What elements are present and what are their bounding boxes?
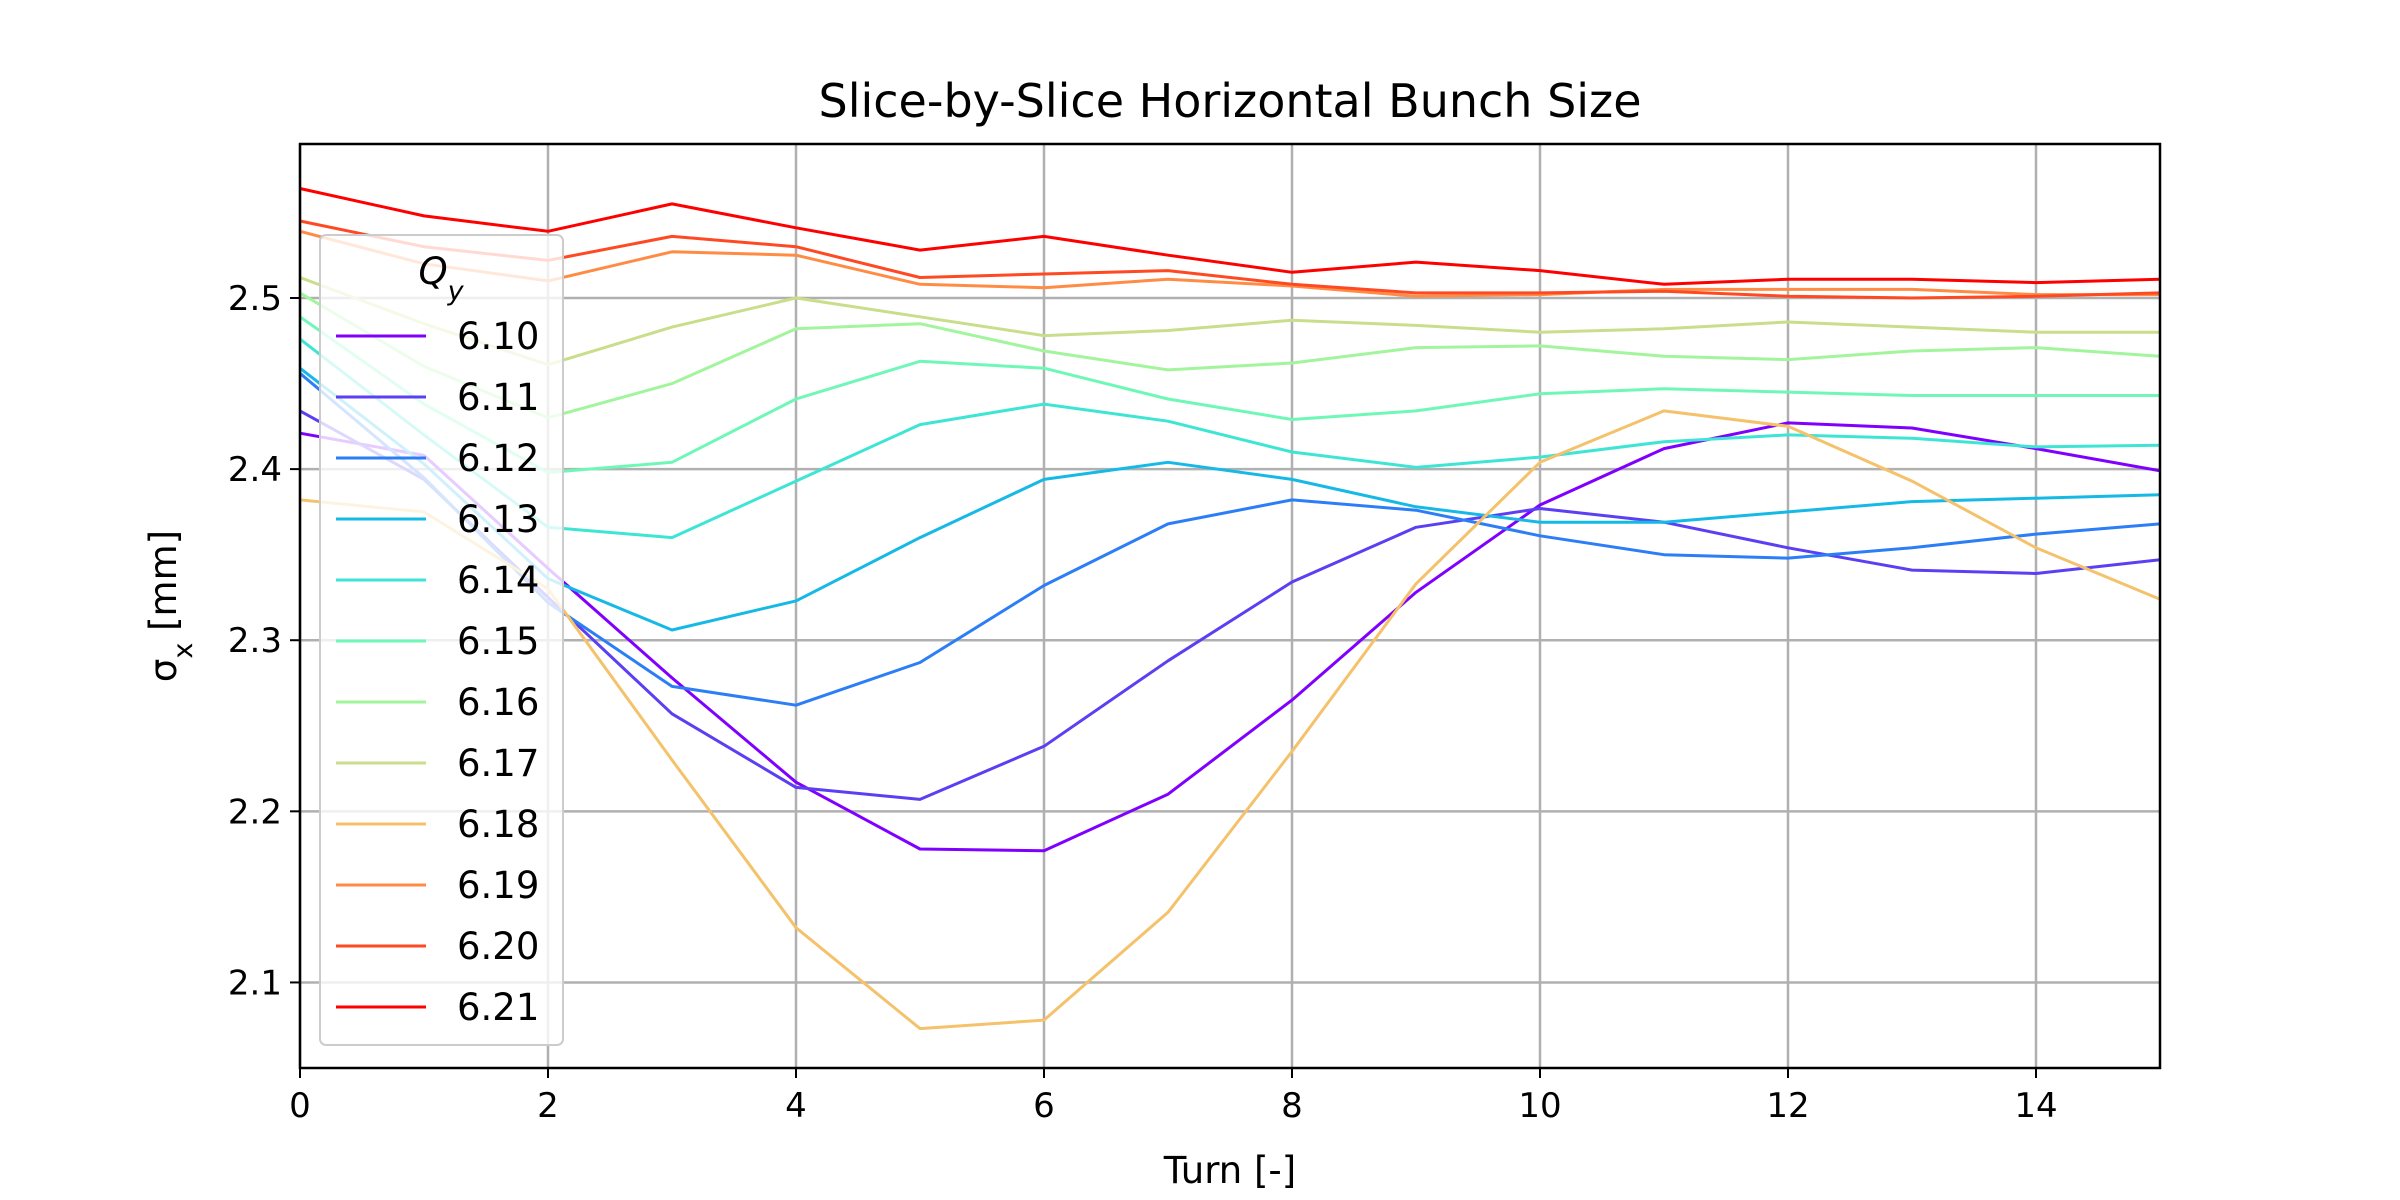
legend-label-6.14: 6.14 <box>457 559 539 602</box>
series-line-6.15 <box>299 315 2160 474</box>
x-tick-label: 10 <box>1518 1086 1561 1126</box>
legend-label-6.17: 6.17 <box>457 742 539 785</box>
legend-label-6.10: 6.10 <box>457 315 539 358</box>
plot-frame <box>298 142 2162 1070</box>
y-tick-label: 2.2 <box>228 792 282 832</box>
legend: Qy 6.106.116.126.136.146.156.166.176.186… <box>319 234 564 1046</box>
y-axis-label-unit: [mm] <box>142 530 185 643</box>
series-line-6.13 <box>299 367 2161 632</box>
legend-title: Qy <box>418 250 464 307</box>
series-line-6.14 <box>299 337 2161 540</box>
legend-title-subscript: y <box>447 276 465 307</box>
legend-label-6.18: 6.18 <box>457 803 539 846</box>
legend-entries: 6.10 6.11 6.12 6.13 6.14 6.15 6.16 6.17 6.18 6.19… <box>336 315 539 1029</box>
legend-title-symbol: Q <box>418 250 447 293</box>
x-tick-label: 12 <box>1766 1086 1809 1126</box>
series-line-6.19 <box>299 229 2160 298</box>
legend-label-6.16: 6.16 <box>457 681 539 724</box>
x-axis-label: Turn [-] <box>1163 1149 1296 1192</box>
series-line-6.16 <box>299 291 2161 420</box>
y-axis-label-symbol: σ <box>142 659 185 682</box>
x-tick-label: 14 <box>2014 1086 2057 1126</box>
axis-ticks: 0 2 4 6 8 10 12 14 2.1 2.2 2.3 2.4 2.5 <box>228 279 2058 1126</box>
legend-label-6.21: 6.21 <box>457 986 539 1029</box>
series-line-6.12 <box>299 372 2161 707</box>
series-line-6.10 <box>299 421 2161 853</box>
x-tick-label: 2 <box>537 1086 559 1126</box>
legend-label-6.20: 6.20 <box>457 925 539 968</box>
y-tick-label: 2.1 <box>228 963 282 1003</box>
x-tick-label: 4 <box>785 1086 807 1126</box>
y-axis-label: σx [mm] <box>142 530 199 682</box>
series-line-6.18 <box>299 409 2161 1031</box>
x-tick-label: 0 <box>289 1086 311 1126</box>
series-lines <box>299 187 2161 1031</box>
y-tick-label: 2.3 <box>228 621 282 661</box>
y-axis-label-subscript: x <box>168 643 199 659</box>
y-tick-label: 2.4 <box>228 450 282 490</box>
y-tick-label: 2.5 <box>228 279 282 319</box>
legend-label-6.11: 6.11 <box>457 376 539 419</box>
legend-label-6.19: 6.19 <box>457 864 539 907</box>
x-tick-label: 6 <box>1033 1086 1055 1126</box>
chart-title: Slice-by-Slice Horizontal Bunch Size <box>819 74 1642 128</box>
series-line-6.17 <box>299 276 2160 367</box>
series-line-6.21 <box>299 187 2161 286</box>
series-line-6.20 <box>299 219 2161 300</box>
legend-label-6.12: 6.12 <box>457 437 539 480</box>
legend-label-6.15: 6.15 <box>457 620 539 663</box>
x-tick-label: 8 <box>1281 1086 1303 1126</box>
series-line-6.11 <box>299 409 2161 801</box>
legend-box <box>319 234 564 1046</box>
legend-label-6.13: 6.13 <box>457 498 539 541</box>
